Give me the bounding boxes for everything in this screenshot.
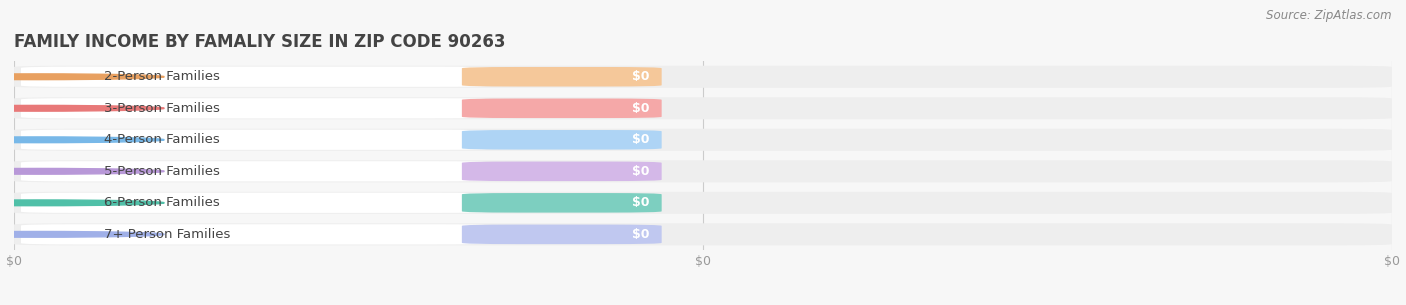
FancyBboxPatch shape bbox=[21, 193, 489, 213]
Circle shape bbox=[0, 137, 165, 143]
Circle shape bbox=[0, 168, 165, 174]
Circle shape bbox=[0, 231, 165, 237]
FancyBboxPatch shape bbox=[14, 223, 1392, 245]
Text: 5-Person Families: 5-Person Families bbox=[104, 165, 219, 178]
FancyBboxPatch shape bbox=[463, 162, 662, 181]
Text: 7+ Person Families: 7+ Person Families bbox=[104, 228, 231, 241]
FancyBboxPatch shape bbox=[14, 192, 1392, 214]
Text: FAMILY INCOME BY FAMALIY SIZE IN ZIP CODE 90263: FAMILY INCOME BY FAMALIY SIZE IN ZIP COD… bbox=[14, 33, 506, 51]
FancyBboxPatch shape bbox=[21, 67, 489, 87]
FancyBboxPatch shape bbox=[21, 130, 489, 150]
FancyBboxPatch shape bbox=[14, 66, 1392, 88]
Text: 4-Person Families: 4-Person Families bbox=[104, 133, 219, 146]
Text: $0: $0 bbox=[633, 165, 650, 178]
Text: 2-Person Families: 2-Person Families bbox=[104, 70, 219, 83]
Text: $0: $0 bbox=[633, 228, 650, 241]
Text: $0: $0 bbox=[633, 133, 650, 146]
Text: $0: $0 bbox=[633, 196, 650, 209]
Text: $0: $0 bbox=[633, 102, 650, 115]
Circle shape bbox=[0, 74, 165, 80]
FancyBboxPatch shape bbox=[463, 224, 662, 244]
FancyBboxPatch shape bbox=[463, 99, 662, 118]
FancyBboxPatch shape bbox=[463, 130, 662, 149]
Text: Source: ZipAtlas.com: Source: ZipAtlas.com bbox=[1267, 9, 1392, 22]
FancyBboxPatch shape bbox=[14, 160, 1392, 182]
Text: 6-Person Families: 6-Person Families bbox=[104, 196, 219, 209]
FancyBboxPatch shape bbox=[14, 129, 1392, 151]
Circle shape bbox=[0, 200, 165, 206]
Text: 3-Person Families: 3-Person Families bbox=[104, 102, 219, 115]
FancyBboxPatch shape bbox=[21, 224, 489, 244]
FancyBboxPatch shape bbox=[21, 98, 489, 118]
FancyBboxPatch shape bbox=[463, 67, 662, 87]
FancyBboxPatch shape bbox=[463, 193, 662, 213]
Text: $0: $0 bbox=[633, 70, 650, 83]
FancyBboxPatch shape bbox=[14, 97, 1392, 119]
Circle shape bbox=[0, 106, 165, 111]
FancyBboxPatch shape bbox=[21, 161, 489, 181]
